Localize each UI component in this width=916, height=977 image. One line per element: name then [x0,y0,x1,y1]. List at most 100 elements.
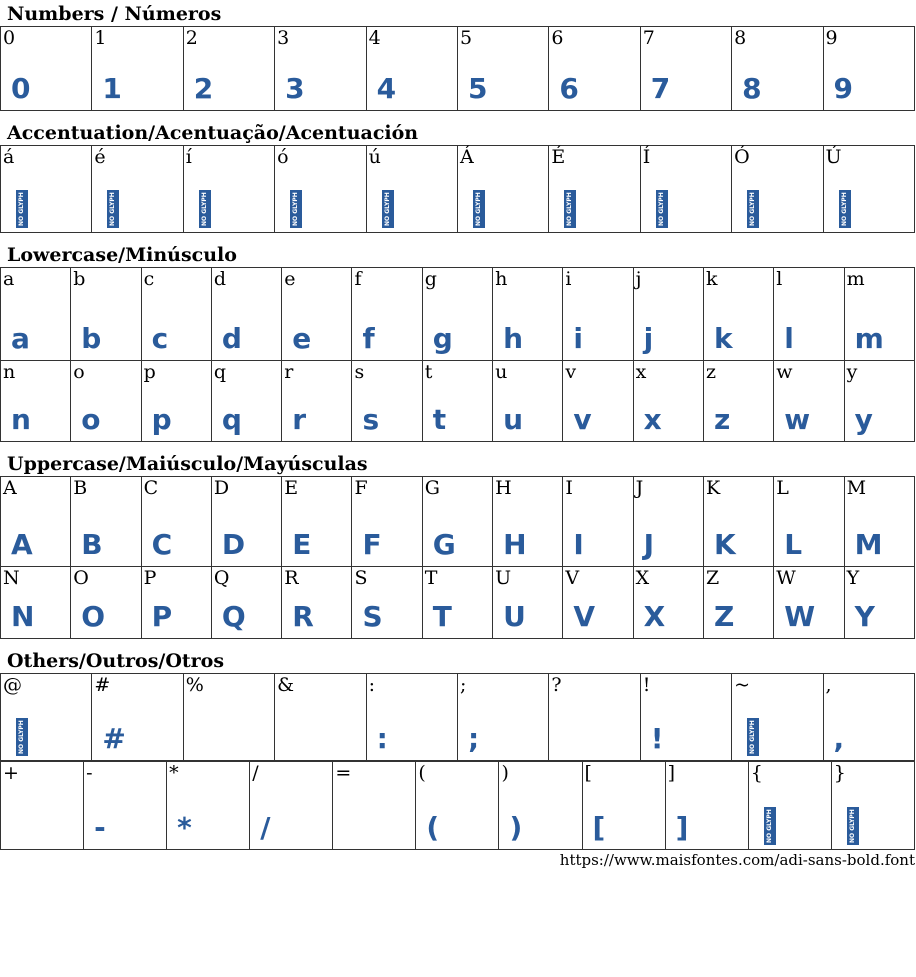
glyph-label: / [252,762,259,784]
glyph-label: ) [501,762,509,784]
glyph-label: 5 [459,27,473,49]
glyph-sample: s [362,403,380,436]
glyph-label: i [565,268,572,290]
glyph-label: j [635,268,642,290]
glyph-label: K [705,477,721,499]
no-glyph-icon: NO GLYPH [198,190,211,228]
no-glyph-icon: NO GLYPH [107,190,120,228]
glyph-sample: K [713,528,736,561]
glyph-label: } [833,762,846,784]
glyph-sample: U [503,600,526,633]
section-title: Lowercase/Minúsculo [7,244,237,266]
glyph-cell: = [332,761,417,850]
glyph-label: ( [418,762,426,784]
glyph-row: + - - * * / / =(())[[]]{NO GLYPH} NO GLYPH [0,761,916,850]
glyph-label: g [424,268,437,290]
glyph-sample: r [292,403,306,436]
no-glyph-icon: NO GLYPH [655,190,668,228]
glyph-label: u [495,361,508,383]
glyph-sample: 5 [467,72,488,105]
glyph-label: Q [213,567,230,589]
glyph-sample: x [643,403,662,436]
no-glyph-icon: NO GLYPH [763,807,776,845]
glyph-label: ~ [734,674,751,696]
glyph-label: 4 [368,27,381,49]
glyph-label: ú [368,146,381,168]
glyph-cell: -- [83,761,168,850]
glyph-sample: n [11,403,31,436]
glyph-sample: L [784,528,803,561]
glyph-label: k [705,268,718,290]
glyph-sample: 3 [285,72,305,105]
glyph-sample: ] [675,811,689,844]
no-glyph-icon: NO GLYPH [747,190,760,228]
glyph-label: ? [551,674,562,696]
glyph-label: : [368,674,375,696]
glyph-label: R [284,567,299,589]
no-glyph-icon: NO GLYPH [16,190,28,228]
glyph-label: U [495,567,512,589]
glyph-sample: V [573,600,596,633]
glyph-sample: 0 [11,72,31,105]
glyph-sample: l [784,322,794,355]
glyph-sample: b [81,322,102,355]
no-glyph-icon: NO GLYPH [472,190,485,228]
glyph-label: y [846,361,858,383]
glyph-sample: / [260,811,271,844]
glyph-sample: e [292,322,312,355]
section-title: Uppercase/Maiúsculo/Mayúsculas [7,453,368,475]
glyph-sample: t [432,403,447,436]
glyph-sample: v [573,403,592,436]
glyph-label: F [354,477,368,499]
glyph-sample: J [643,528,655,561]
glyph-sample: 4 [376,72,397,105]
source-url[interactable]: https://www.maisfontes.com/adi-sans-bold… [559,851,915,869]
glyph-cell: ú NO GLYPH [365,145,458,233]
glyph-sample: D [221,528,246,561]
glyph-label: o [73,361,85,383]
glyph-label: d [213,268,227,290]
glyph-cell: + [0,761,85,850]
glyph-label: B [73,477,88,499]
glyph-sample: : [376,722,388,755]
glyph-sample: q [221,403,242,436]
glyph-label: z [705,361,716,383]
glyph-sample: 9 [833,72,853,105]
glyph-label: q [213,361,227,383]
no-glyph-icon: NO GLYPH [846,807,859,845]
glyph-label: c [143,268,155,290]
glyph-label: H [495,477,512,499]
glyph-label: = [335,762,352,784]
glyph-row: á NO GLYPH é NO GLYPH í NO GLYPH ó NO GLYPH ú NO … [0,145,916,233]
no-glyph-icon: NO GLYPH [16,718,28,756]
glyph-sample: p [151,403,172,436]
glyph-label: v [565,361,577,383]
glyph-cell: á NO GLYPH [0,145,93,233]
